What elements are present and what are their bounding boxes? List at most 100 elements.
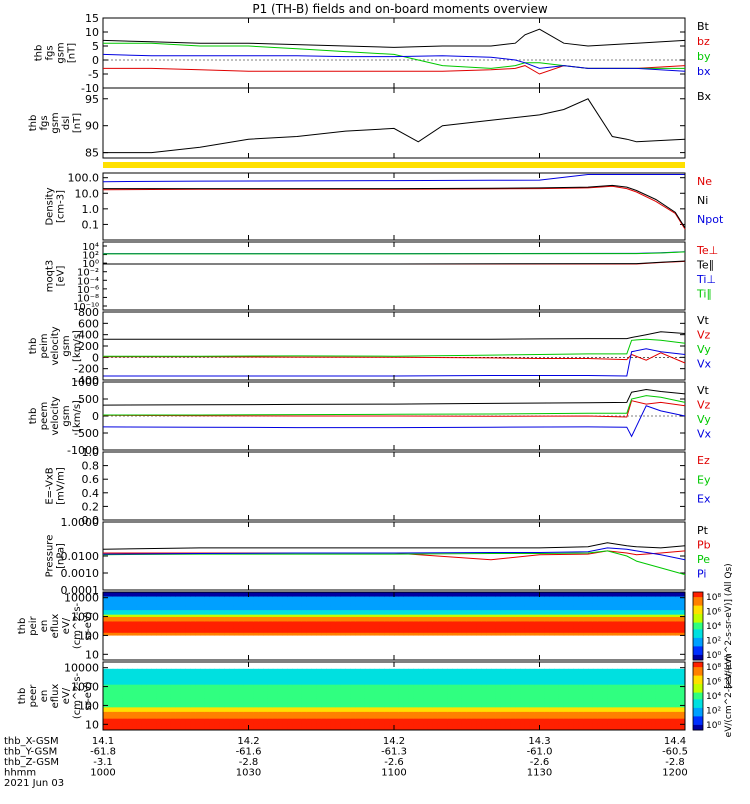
y-tick-label: 0.8 (82, 460, 100, 473)
legend-entry: Pt (697, 524, 709, 537)
heatmap-cell (132, 633, 137, 636)
heatmap-cell (292, 633, 297, 636)
heatmap-cell (384, 633, 389, 636)
heatmap-cell (331, 633, 336, 636)
y-tick-label: 1000 (71, 376, 99, 389)
heatmap-cell (530, 633, 535, 636)
series-line-Vx (103, 349, 685, 376)
legend-entry: Ez (697, 454, 710, 467)
heatmap-cell (287, 633, 292, 636)
panel-pressure: 1.00000.01000.00100.0001Pressure[nPa]PtP… (45, 516, 711, 597)
y-tick-label: 1.0 (82, 203, 100, 216)
heatmap-cell (370, 633, 375, 636)
heatmap-cell (147, 633, 152, 636)
y-axis-label: eV/ (61, 617, 72, 634)
heatmap-cell (229, 633, 234, 636)
heatmap-cell (578, 633, 583, 636)
heatmap-cell (418, 633, 423, 636)
y-axis-label: (cm^2-s- (72, 602, 83, 649)
heatmap-cell (297, 633, 302, 636)
legend-entry: Pe (697, 553, 710, 566)
y-axis-label: [mV/m] (56, 467, 67, 505)
y-tick-label: 1.0000 (61, 516, 100, 529)
y-tick-label: 0 (92, 54, 99, 67)
y-axis-label: [nT] (67, 43, 78, 63)
legend-entry: Ey (697, 473, 711, 486)
series-line-Ne (103, 186, 685, 229)
y-tick-label: 10 (85, 26, 99, 39)
colorbar-tick-label: 10⁴ (706, 622, 721, 632)
heatmap-cell (457, 633, 462, 636)
heatmap-cell (544, 633, 549, 636)
y-axis-label: peir (28, 615, 39, 635)
heatmap-cell (554, 633, 559, 636)
heatmap-cell (224, 633, 229, 636)
heatmap-cell (467, 633, 472, 636)
heatmap-cell (307, 633, 312, 636)
series-line-Pe (103, 551, 685, 575)
heatmap-cell (389, 633, 394, 636)
legend-entry: Vz (697, 329, 711, 342)
heatmap-cell (316, 633, 321, 636)
heatmap-cell (355, 633, 360, 636)
y-tick-label: 0.1 (82, 218, 100, 231)
y-axis-label: thb (28, 115, 39, 132)
heatmap-cell (166, 633, 171, 636)
legend-entry: Pi (697, 568, 706, 581)
legend-entry: Bx (697, 90, 712, 103)
y-tick-label: 0.4 (82, 487, 100, 500)
panel-frame (103, 18, 685, 88)
heatmap-cell (312, 633, 317, 636)
heatmap-cell (137, 633, 142, 636)
heatmap-cell (219, 633, 224, 636)
y-tick-label: 90 (85, 120, 99, 133)
y-axis-label: [cm-3] (56, 190, 67, 223)
y-tick-label: 10 (85, 648, 99, 661)
y-tick-label: 0.6 (82, 473, 100, 486)
heatmap-cell (666, 633, 671, 636)
heatmap-cell (651, 633, 656, 636)
panel-frame (103, 242, 685, 310)
legend-entry: Vz (697, 399, 711, 412)
y-axis-label: E=-VxB (45, 467, 56, 504)
heatmap-cell (501, 633, 506, 636)
heatmap-cell (118, 633, 123, 636)
heatmap-cell (273, 633, 278, 636)
heatmap-cell (142, 633, 147, 636)
heatmap-cell (210, 633, 215, 636)
y-axis-label: peim (39, 333, 50, 358)
heatmap-cell (583, 633, 588, 636)
panel-frame (103, 173, 685, 240)
heatmap-cell (263, 633, 268, 636)
y-axis-label: gsm (56, 42, 67, 63)
heatmap-cell (268, 633, 273, 636)
legend-entry: Ti∥ (696, 288, 712, 301)
panel-frame (103, 452, 685, 520)
heatmap-cell (656, 633, 661, 636)
legend-entry: Ti⊥ (696, 273, 716, 286)
heatmap-cell (641, 633, 646, 636)
heatmap-cell (476, 633, 481, 636)
heatmap-cell (413, 633, 418, 636)
heatmap-cell (447, 633, 452, 636)
y-tick-label: 0 (92, 410, 99, 423)
legend-entry: Vt (697, 384, 710, 397)
y-tick-label: 5 (92, 40, 99, 53)
heatmap-cell (428, 633, 433, 636)
heatmap-cell (190, 633, 195, 636)
y-axis-label: thb (28, 338, 39, 355)
heatmap-cell (438, 633, 443, 636)
heatmap-cell (302, 633, 307, 636)
y-tick-label: 85 (85, 147, 99, 160)
y-axis-label: velocity (50, 396, 61, 435)
series-line-Ni (103, 185, 685, 228)
series-line-Vy (103, 339, 685, 356)
heatmap-cell (496, 633, 501, 636)
chart-title: P1 (TH-B) fields and on-board moments ov… (252, 2, 548, 16)
heatmap-cell (510, 633, 515, 636)
colorbar-tick-label: 10⁶ (706, 608, 721, 618)
heatmap-cell (113, 633, 118, 636)
heatmap-cell (486, 633, 491, 636)
